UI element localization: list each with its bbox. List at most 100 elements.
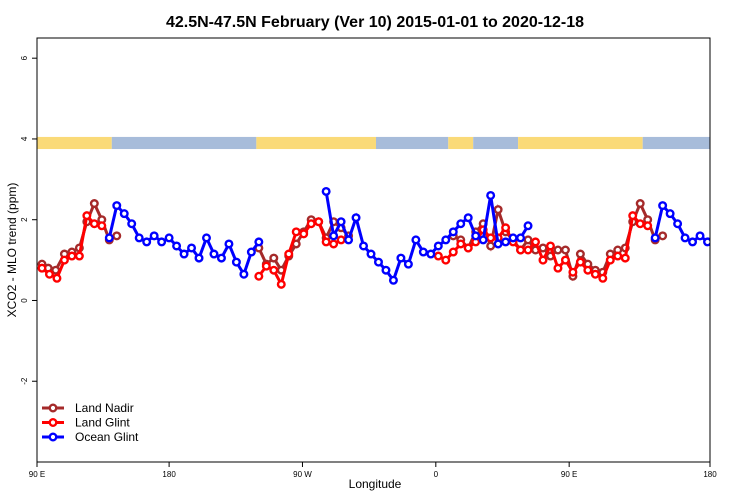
- data-point: [149, 231, 159, 241]
- legend-item: Land Glint: [42, 416, 130, 430]
- data-point: [433, 241, 443, 251]
- data-point: [179, 249, 189, 259]
- data-point: [508, 233, 518, 243]
- band-segment-land: [448, 136, 474, 150]
- data-point: [538, 243, 548, 253]
- data-point: [575, 257, 585, 267]
- data-point: [523, 245, 533, 255]
- x-axis: 90 E 180 90 W 0 90 E 180: [29, 462, 717, 479]
- data-point: [44, 269, 54, 279]
- data-point: [545, 241, 555, 251]
- y-tick-label: 0: [20, 298, 29, 303]
- x-tick-label: 180: [703, 470, 717, 479]
- data-point: [276, 279, 286, 289]
- data-point: [201, 233, 211, 243]
- data-point: [673, 219, 683, 229]
- data-point: [643, 221, 653, 231]
- data-point: [329, 239, 339, 249]
- data-point: [712, 235, 719, 242]
- series-layer: [37, 186, 719, 289]
- data-point: [142, 237, 152, 247]
- data-point: [635, 219, 645, 229]
- data-point: [658, 201, 668, 211]
- data-point: [134, 233, 144, 243]
- data-point: [598, 273, 608, 283]
- data-point: [688, 237, 698, 247]
- legend-swatch-marker: [48, 403, 58, 413]
- legend-label: Land Nadir: [75, 401, 134, 415]
- band-segment-ocean: [642, 136, 710, 150]
- data-point: [194, 253, 204, 263]
- data-point: [628, 211, 638, 221]
- data-point: [373, 257, 383, 267]
- data-point: [396, 253, 406, 263]
- data-point: [531, 237, 541, 247]
- data-point: [426, 249, 436, 259]
- data-point: [127, 219, 137, 229]
- data-point: [306, 219, 316, 229]
- x-tick-label: 90 E: [561, 470, 577, 479]
- data-point: [112, 231, 122, 241]
- data-point: [605, 255, 615, 265]
- data-point: [650, 233, 660, 243]
- data-point: [67, 251, 77, 261]
- data-point: [411, 235, 421, 245]
- data-point: [403, 259, 413, 269]
- data-point: [463, 213, 473, 223]
- legend-swatch-marker: [48, 418, 58, 428]
- data-point: [89, 199, 99, 209]
- data-point: [471, 231, 481, 241]
- data-point: [418, 247, 428, 257]
- data-point: [478, 235, 488, 245]
- plot-frame: [36, 37, 711, 463]
- data-point: [553, 263, 563, 273]
- data-point: [254, 237, 264, 247]
- data-point: [448, 227, 458, 237]
- chart-title: 42.5N-47.5N February (Ver 10) 2015-01-01…: [166, 14, 584, 31]
- data-point: [486, 233, 496, 243]
- data-point: [269, 253, 279, 263]
- data-point: [261, 261, 271, 271]
- data-point: [553, 245, 563, 255]
- data-point: [381, 265, 391, 275]
- data-point: [441, 255, 451, 265]
- x-tick-label: 0: [434, 470, 439, 479]
- land-ocean-band: [37, 136, 710, 150]
- data-point: [575, 249, 585, 259]
- data-point: [37, 263, 47, 273]
- data-point: [351, 213, 361, 223]
- x-tick-label: 90 E: [29, 470, 45, 479]
- data-point: [209, 249, 219, 259]
- data-point: [157, 237, 167, 247]
- y-tick-label: 2: [20, 217, 29, 222]
- data-point: [336, 217, 346, 227]
- data-point: [658, 231, 668, 241]
- data-point: [359, 241, 369, 251]
- data-point: [82, 211, 92, 221]
- data-point: [463, 243, 473, 253]
- legend-item: Land Nadir: [42, 401, 134, 415]
- data-point: [97, 221, 107, 231]
- series-ocean-glint: [104, 186, 719, 285]
- data-point: [164, 233, 174, 243]
- data-point: [523, 235, 533, 245]
- data-point: [560, 255, 570, 265]
- data-point: [239, 269, 249, 279]
- data-point: [89, 219, 99, 229]
- data-point: [568, 267, 578, 277]
- data-point: [590, 269, 600, 279]
- data-point: [112, 201, 122, 211]
- data-point: [74, 251, 84, 261]
- data-point: [344, 235, 354, 245]
- band-segment-land: [37, 136, 112, 150]
- data-point: [583, 265, 593, 275]
- data-point: [456, 239, 466, 249]
- data-point: [516, 233, 526, 243]
- legend-swatch-marker: [48, 432, 58, 442]
- data-point: [665, 209, 675, 219]
- data-point: [703, 237, 710, 247]
- y-tick-label: 6: [20, 55, 29, 60]
- data-point: [314, 217, 324, 227]
